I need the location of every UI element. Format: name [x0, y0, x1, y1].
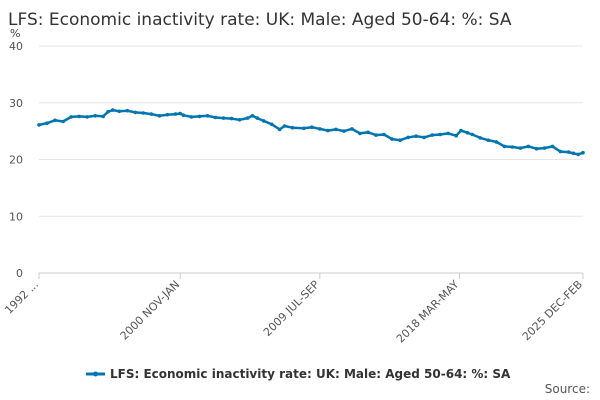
- data-point-10: [111, 108, 115, 112]
- legend-swatch-marker: [93, 371, 98, 377]
- data-point-62: [502, 144, 507, 149]
- data-point-30: [255, 116, 259, 120]
- data-point-14: [141, 111, 146, 115]
- data-point-31: [261, 119, 266, 123]
- data-point-7: [93, 114, 97, 118]
- data-point-42: [350, 127, 354, 131]
- data-point-56: [459, 128, 463, 133]
- data-point-63: [510, 145, 515, 149]
- y-axis-unit-label: %: [10, 27, 20, 40]
- x-tick-label-2: 2009 JUL-SEP: [261, 278, 322, 339]
- y-axis-ticks: 0 10 20 30 40: [9, 40, 23, 280]
- data-point-33: [277, 127, 282, 132]
- data-point-54: [446, 131, 451, 136]
- data-point-65: [526, 144, 531, 149]
- data-point-28: [245, 116, 250, 120]
- data-point-43: [358, 131, 362, 136]
- data-point-44: [366, 130, 370, 135]
- data-point-1: [45, 121, 49, 125]
- source-label: Source:: [545, 382, 590, 396]
- data-point-5: [77, 114, 81, 119]
- data-point-2: [53, 118, 57, 123]
- y-tick-label-4: 40: [9, 40, 23, 53]
- data-point-3: [61, 119, 65, 124]
- data-point-38: [318, 127, 322, 131]
- data-point-11: [117, 109, 121, 114]
- data-point-25: [221, 116, 226, 120]
- data-point-49: [406, 135, 410, 140]
- y-tick-label-1: 10: [9, 210, 23, 223]
- data-point-35: [290, 125, 295, 130]
- data-point-45: [374, 133, 378, 137]
- data-point-6: [85, 115, 89, 119]
- data-point-71: [571, 151, 576, 156]
- x-tick-label-3: 2018 MAR-MAY: [394, 278, 462, 346]
- x-axis: 1992 ... 2000 NOV-JAN 2009 JUL-SEP 2018 MAR…: [2, 273, 585, 346]
- data-point-57: [465, 131, 470, 135]
- data-point-18: [173, 112, 178, 116]
- data-point-21: [189, 115, 194, 119]
- y-tick-label-3: 30: [9, 97, 23, 110]
- chart-title: LFS: Economic inactivity rate: UK: Male:…: [8, 10, 512, 30]
- data-point-59: [478, 136, 483, 140]
- data-point-12: [125, 108, 130, 113]
- data-point-50: [414, 134, 418, 138]
- data-point-37: [310, 125, 314, 129]
- data-point-69: [558, 149, 563, 154]
- data-point-51: [422, 135, 426, 140]
- data-point-64: [518, 146, 523, 150]
- data-point-72: [576, 152, 580, 157]
- data-point-47: [390, 137, 394, 141]
- series-layer: [37, 108, 585, 157]
- data-point-8: [101, 114, 105, 119]
- data-point-16: [157, 114, 162, 118]
- data-point-70: [566, 150, 571, 154]
- data-point-26: [229, 116, 234, 121]
- data-point-15: [149, 112, 154, 116]
- legend: LFS: Economic inactivity rate: UK: Male:…: [86, 367, 511, 381]
- data-point-0: [37, 123, 41, 127]
- data-point-66: [534, 146, 539, 151]
- data-point-67: [542, 146, 547, 150]
- data-point-22: [197, 114, 202, 119]
- data-point-73: [581, 150, 585, 155]
- gridlines: [39, 45, 583, 274]
- data-point-34: [282, 124, 287, 128]
- data-point-9: [106, 110, 110, 114]
- data-point-39: [326, 128, 330, 133]
- data-point-24: [213, 115, 218, 120]
- data-point-32: [269, 122, 274, 127]
- data-point-52: [430, 133, 435, 137]
- data-point-36: [302, 126, 306, 131]
- data-point-4: [69, 115, 73, 119]
- x-tick-label-1: 2000 NOV-JAN: [118, 278, 183, 343]
- data-point-55: [454, 133, 459, 138]
- data-point-19: [178, 111, 182, 116]
- x-tick-label-4: 2025 DEC-FEB: [520, 278, 585, 343]
- data-point-41: [342, 129, 346, 133]
- data-point-46: [382, 132, 386, 137]
- data-point-53: [438, 132, 443, 137]
- series-line-0: [37, 108, 585, 156]
- legend-label: LFS: Economic inactivity rate: UK: Male:…: [110, 367, 511, 381]
- data-point-29: [250, 114, 255, 118]
- data-point-23: [205, 114, 210, 118]
- data-point-61: [494, 140, 499, 144]
- x-tick-label-0: 1992 ...: [2, 278, 41, 317]
- data-point-13: [133, 110, 138, 115]
- data-point-20: [181, 113, 186, 117]
- data-point-27: [237, 118, 242, 122]
- y-tick-label-2: 20: [9, 154, 23, 167]
- data-point-68: [550, 144, 555, 149]
- data-point-40: [334, 127, 338, 132]
- data-point-48: [398, 138, 402, 142]
- y-tick-label-0: 0: [16, 267, 23, 280]
- data-point-58: [470, 132, 475, 137]
- data-point-17: [165, 112, 170, 117]
- data-point-60: [486, 138, 491, 142]
